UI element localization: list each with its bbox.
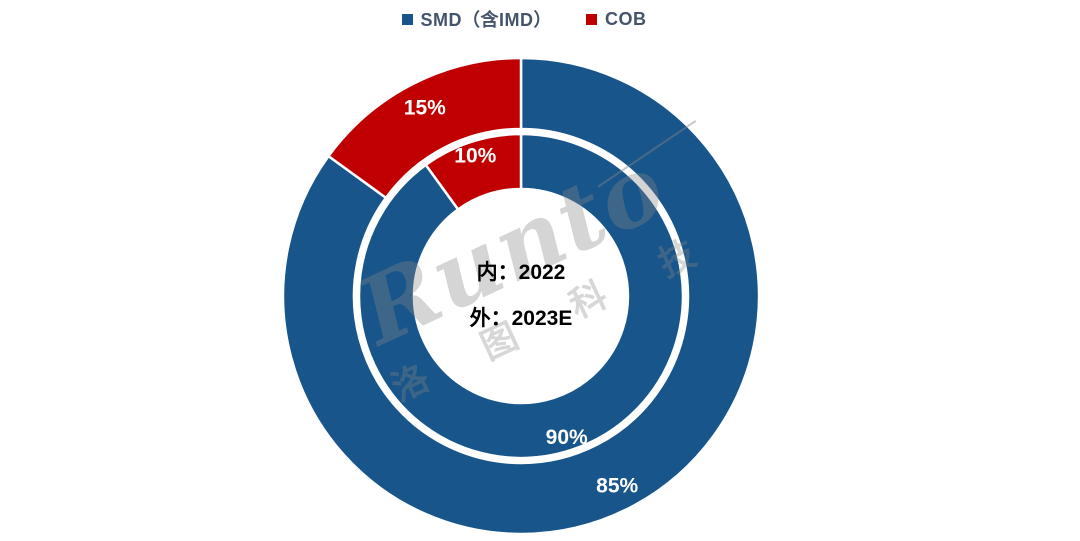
legend-swatch-cob-icon: [586, 13, 597, 25]
donut-slice-2023E-smd: [281, 56, 761, 536]
legend-swatch-smd-icon: [401, 13, 413, 25]
donut-slice-2023E-cob: [327, 56, 523, 200]
legend-label-smd: SMD（含IMD）: [420, 10, 552, 30]
legend-item-cob: COB: [586, 9, 647, 30]
slice-label-2023E-cob: 15%: [404, 96, 446, 119]
center-label-inner-year: 内：2022: [476, 261, 566, 284]
slice-label-2022-smd: 90%: [546, 426, 588, 449]
legend-item-smd: SMD（含IMD）: [401, 6, 553, 32]
donut-slice-2022-smd: [357, 132, 685, 460]
donut-center-label: 内：2022 外：2023E: [0, 250, 1042, 342]
donut-slice-2022-cob: [424, 132, 523, 211]
legend: SMD（含IMD） COB: [0, 6, 1048, 32]
center-label-outer-year: 外：2023E: [469, 307, 573, 330]
slice-label-2023E-smd: 85%: [596, 474, 638, 497]
legend-label-cob: COB: [605, 8, 647, 29]
slice-label-2022-cob: 10%: [454, 145, 496, 168]
